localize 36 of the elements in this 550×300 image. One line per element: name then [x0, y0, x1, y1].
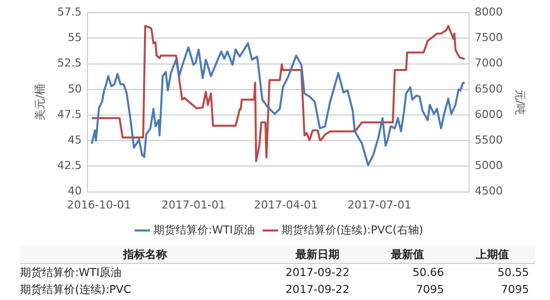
x-tick-label: 2016-10-01 — [67, 198, 131, 212]
text: 最新日期 — [270, 246, 365, 264]
y-tick-label: 50 — [68, 82, 82, 96]
y2-tick-label: 8000 — [474, 5, 503, 18]
y-tick-label: 40 — [68, 184, 82, 198]
text: 7095 — [415, 282, 445, 298]
legend-label: 期货结算价:WTI原油 — [153, 223, 255, 236]
y2-tick-label: 7000 — [474, 56, 503, 70]
y-tick-label: 57.5 — [57, 5, 82, 18]
text: 指标名称 — [20, 246, 270, 264]
text: 50.55 — [496, 265, 530, 281]
text: 50.66 — [412, 265, 445, 281]
legend-label: 期货结算价(连续):PVC(右轴) — [281, 223, 424, 236]
x-tick-label: 2017-01-01 — [162, 198, 226, 212]
y-tick-label: 42.5 — [57, 159, 82, 172]
text: 2017-09-22 — [284, 282, 350, 298]
y2-tick-label: 4500 — [474, 184, 503, 198]
text: 2017-09-22 — [284, 265, 350, 281]
y2-tick-label: 5000 — [474, 159, 503, 172]
y-tick-label: 47.5 — [57, 108, 82, 121]
text: 期货结算价:WTI原油 — [20, 265, 123, 281]
x-tick-label: 2017-07-01 — [347, 198, 412, 212]
y2-tick-label: 7500 — [474, 31, 503, 44]
y2-axis-title: 元/吨 — [514, 89, 527, 116]
y2-tick-label: 6500 — [474, 82, 503, 96]
y2-tick-label: 6000 — [474, 108, 503, 121]
y-tick-label: 52.5 — [57, 56, 82, 70]
y-tick-label: 55 — [68, 31, 82, 44]
y-axis-title: 美元/桶 — [33, 84, 46, 121]
text: 上期值 — [450, 246, 535, 264]
x-tick-label: 2017-04-01 — [254, 198, 318, 212]
text: 期货结算价(连续):PVC — [20, 282, 132, 298]
text: 最新值 — [365, 246, 450, 264]
y-tick-label: 45 — [68, 133, 82, 146]
y2-tick-label: 5500 — [474, 133, 503, 146]
text: 7095 — [500, 282, 530, 298]
